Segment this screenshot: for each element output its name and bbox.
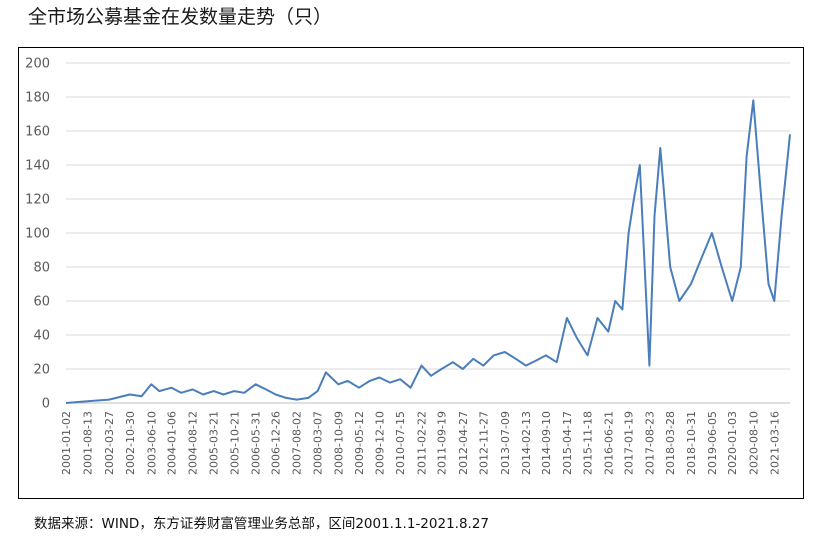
x-tick-label: 2012-04-27: [457, 411, 470, 475]
x-tick-label: 2005-03-21: [208, 411, 221, 475]
x-tick-label: 2001-01-02: [60, 411, 73, 475]
y-tick-label: 80: [33, 261, 50, 276]
y-tick-label: 20: [33, 363, 50, 378]
chart-title: 全市场公募基金在发数量走势（只）: [28, 6, 333, 28]
x-tick-label: 2020-01-03: [726, 411, 739, 475]
x-tick-label: 2020-08-10: [747, 411, 760, 475]
x-tick-label: 2021-03-16: [768, 411, 781, 475]
x-tick-label: 2010-07-15: [394, 411, 407, 475]
y-tick-label: 200: [25, 57, 50, 72]
x-tick-label: 2019-06-05: [706, 411, 719, 475]
y-tick-label: 60: [33, 295, 50, 310]
x-tick-label: 2014-09-10: [540, 411, 553, 475]
x-tick-label: 2008-10-09: [332, 411, 345, 475]
x-tick-label: 2006-05-31: [250, 411, 263, 475]
x-tick-label: 2018-10-31: [685, 411, 698, 475]
x-tick-label: 2005-10-21: [228, 411, 241, 475]
x-tick-label: 2017-01-19: [623, 411, 636, 475]
y-tick-label: 40: [33, 329, 50, 344]
x-tick-label: 2003-06-10: [145, 411, 158, 475]
source-note: 数据来源：WIND，东方证券财富管理业务总部，区间2001.1.1-2021.8…: [34, 516, 490, 532]
x-tick-label: 2014-02-13: [520, 411, 533, 475]
x-tick-label: 2009-05-12: [353, 411, 366, 475]
x-tick-label: 2018-03-28: [664, 411, 677, 475]
series-line: [65, 99, 791, 404]
y-tick-label: 140: [25, 159, 50, 174]
x-tick-label: 2007-08-02: [291, 411, 304, 475]
y-tick-label: 100: [25, 227, 50, 242]
x-tick-label: 2016-06-21: [602, 411, 615, 475]
x-tick-label: 2013-07-09: [499, 411, 512, 475]
x-tick-label: 2002-03-27: [103, 411, 116, 475]
x-tick-label: 2008-03-07: [312, 411, 325, 475]
x-tick-label: 2015-04-17: [561, 411, 574, 475]
x-tick-label: 2001-08-13: [81, 411, 94, 475]
x-tick-label: 2004-08-12: [187, 411, 200, 475]
x-tick-label: 2011-09-19: [436, 411, 449, 475]
x-tick-label: 2011-02-22: [415, 411, 428, 475]
x-tick-label: 2009-12-10: [373, 411, 386, 475]
y-tick-label: 120: [25, 193, 50, 208]
chart-frame: [18, 47, 804, 499]
x-tick-label: 2002-10-30: [124, 411, 137, 475]
x-tick-label: 2017-08-23: [643, 411, 656, 475]
series-lines: [65, 99, 791, 404]
y-tick-label: 180: [25, 91, 50, 106]
x-tick-label: 2006-12-26: [270, 411, 283, 475]
y-tick-label: 160: [25, 125, 50, 140]
x-tick-label: 2015-11-18: [582, 411, 595, 475]
gridlines: [66, 62, 790, 370]
y-tick-label: 0: [42, 397, 50, 412]
y-axis-ticks: 0 20 40 60 80 100 120 140 160 180 200: [25, 57, 50, 412]
x-axis-ticks: 2001-01-02 2001-08-13 2002-03-27 2002-10-30…: [60, 411, 781, 475]
x-tick-label: 2012-11-27: [477, 411, 490, 475]
x-tick-label: 2004-01-06: [165, 411, 178, 475]
